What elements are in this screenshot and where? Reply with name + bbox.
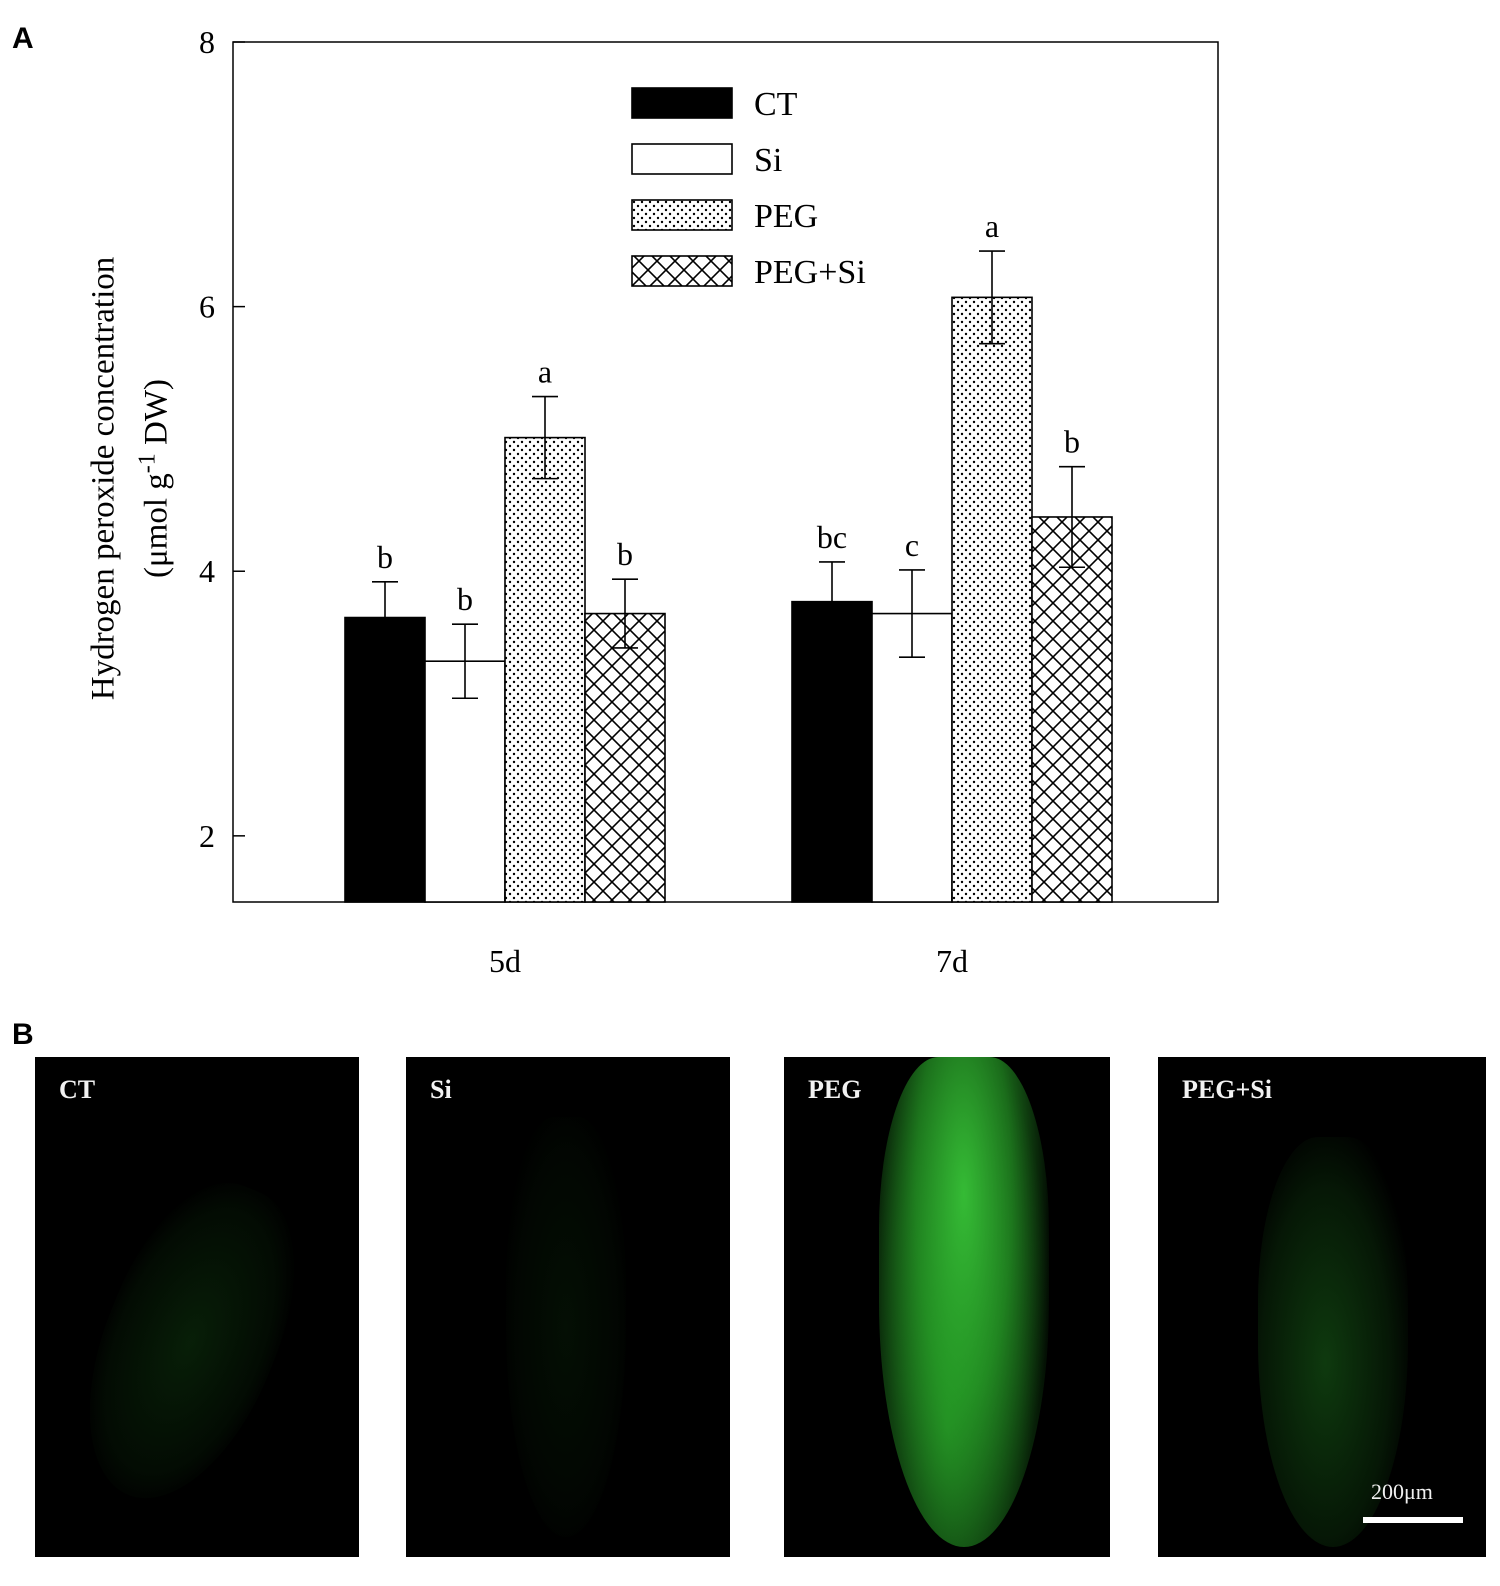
root-tissue-ct <box>49 1157 331 1527</box>
significance-letter: b <box>617 536 633 572</box>
y-tick-label: 6 <box>199 289 215 325</box>
scale-bar-label: 200μm <box>1371 1479 1433 1504</box>
micrograph-ct: CT <box>35 1057 359 1557</box>
y-tick-label: 8 <box>199 24 215 60</box>
legend-swatch <box>631 143 733 175</box>
bar-peg-7d <box>951 296 1033 903</box>
y-axis-label-line2: (μmol g-1 DW) <box>134 379 175 578</box>
significance-letter: bc <box>817 519 847 555</box>
y-tick-label: 2 <box>199 818 215 854</box>
bar-chart: 2 4 6 8 b b a b bc c a b 5d 7d CT Si PEG PEG+Si <box>199 24 1219 979</box>
y-axis-label: Hydrogen peroxide concentration (μmol g-… <box>82 49 179 909</box>
micrograph-peg-si: PEG+Si 200μm <box>1158 1057 1486 1557</box>
legend-label: Si <box>754 142 782 179</box>
bar-ct-5d <box>344 616 426 903</box>
panel-label-a: A <box>12 22 34 55</box>
y-tick-label: 4 <box>199 553 215 589</box>
bar-ct-7d <box>791 600 873 903</box>
significance-letter: a <box>538 354 552 390</box>
root-tissue-peg <box>879 1057 1049 1547</box>
bar-si-7d <box>871 612 953 903</box>
bar-peg-si-7d <box>1031 516 1113 903</box>
x-tick-label: 7d <box>936 943 968 979</box>
legend-swatch <box>631 199 733 231</box>
micrograph-si: Si <box>406 1057 730 1557</box>
scale-bar <box>1363 1517 1463 1523</box>
legend-label: CT <box>754 86 798 123</box>
y-axis-label-line1: Hydrogen peroxide concentration <box>85 256 122 701</box>
significance-letter: a <box>985 208 999 244</box>
significance-letter: b <box>377 539 393 575</box>
micrograph-label: CT <box>35 1057 118 1121</box>
root-tissue-peg-si <box>1258 1137 1408 1547</box>
root-tissue-si <box>506 1117 626 1537</box>
micrograph-label: Si <box>406 1057 474 1121</box>
legend-swatch <box>631 87 733 119</box>
bar-peg-5d <box>504 436 586 903</box>
panel-label-b: B <box>12 1018 34 1051</box>
legend-label: PEG+Si <box>754 254 866 291</box>
significance-letter: b <box>457 581 473 617</box>
micrograph-label: PEG+Si <box>1158 1057 1294 1121</box>
significance-letter: c <box>905 527 919 563</box>
plot-frame <box>232 41 1219 903</box>
micrograph-label: PEG <box>784 1057 884 1121</box>
legend-swatch <box>631 255 733 287</box>
significance-letter: b <box>1064 424 1080 460</box>
x-tick-label: 5d <box>489 943 521 979</box>
micrograph-peg: PEG <box>784 1057 1110 1557</box>
legend-label: PEG <box>754 198 818 235</box>
bar-peg-si-5d <box>584 612 666 903</box>
